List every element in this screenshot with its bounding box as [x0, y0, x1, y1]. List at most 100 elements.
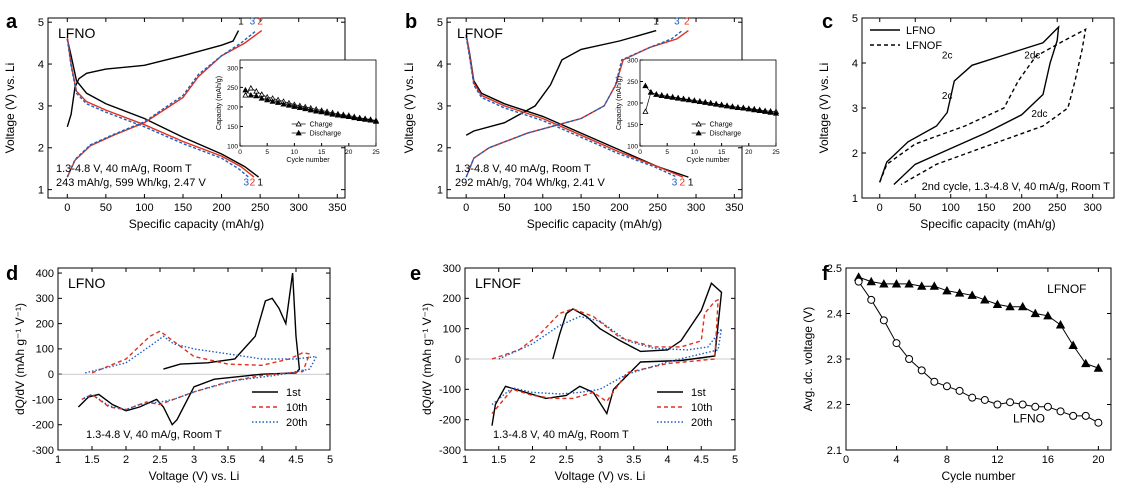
panel-a-letter: a [6, 11, 18, 33]
panel-b-inset-point-discharge [734, 104, 741, 111]
panel-a-inset-frame [239, 59, 377, 147]
panel-d-xtick-label: 1.5 [84, 454, 99, 466]
panel-a-inset-point-discharge [356, 115, 363, 121]
panel-d-ytick-label: -200 [32, 420, 54, 432]
panel-a-inset-point-discharge [280, 100, 287, 107]
panel-b-letter: b [405, 11, 417, 33]
panel-b-xtick-label: 100 [534, 202, 552, 214]
panel-a-inset-point-charge [247, 84, 254, 91]
panel-e-ytick-label: 100 [443, 324, 461, 336]
panel-f-ytick-label: 2.5 [827, 263, 842, 275]
panel-b-ytick-label: 2 [437, 143, 443, 155]
panel-d-series-10th [81, 330, 311, 411]
panel-b-xtick-label: 50 [498, 202, 510, 214]
panel-b-inset-xtick-label: 5 [665, 149, 669, 156]
panel-b-inset-legend-label: Discharge [710, 131, 742, 138]
panel-a-inset-point-discharge [313, 107, 320, 114]
panel-f-xtick-label: 8 [944, 454, 950, 466]
panel-a-inset-point-discharge [367, 116, 374, 123]
panel-d-x-axis-label: Voltage (V) vs. Li [149, 469, 240, 483]
panel-e-xtick-label: 2.5 [559, 454, 574, 466]
panel-f-point-lfno [1031, 402, 1040, 411]
panel-d-ytick-label: 0 [48, 369, 54, 381]
panel-f-point-lfnof [1068, 340, 1078, 349]
panel-f-xtick-label: 12 [991, 454, 1003, 466]
panel-a-series-3rd-discharge [66, 38, 250, 178]
panel-f-xtick-label: 20 [1092, 454, 1104, 466]
panel-a-y-axis-label: Voltage (V) vs. Li [3, 63, 17, 154]
panel-c-ytick-label: 1 [852, 193, 858, 205]
panel-d-series-1st [77, 273, 301, 426]
panel-a-inset-point-discharge [372, 118, 380, 124]
panel-b-inset-point-discharge [647, 89, 654, 95]
panel-a-ytick-label: 5 [38, 17, 44, 29]
panel-c-ytick-label: 5 [852, 13, 858, 25]
panel-d-letter: d [6, 263, 18, 285]
panel-c-xtick-label: 300 [1084, 202, 1102, 214]
panel-c-xtick-label: 50 [909, 202, 921, 214]
panel-b-inset-point-discharge [713, 101, 720, 107]
panel-c-xtick-label: 100 [942, 202, 960, 214]
panel-b-xtick-label: 250 [649, 202, 667, 214]
panel-f-point-lfnof [1043, 310, 1053, 320]
panel-f-point-lfno [1018, 400, 1027, 409]
panel-a-inset-xtick-label: 5 [265, 149, 269, 156]
panel-f-point-lfnof [891, 279, 902, 288]
panel-f-point-lfnof [866, 276, 876, 286]
panel-b-inset-point-discharge [762, 108, 769, 114]
panel-a-xtick-label: 0 [64, 202, 70, 214]
panel-f-point-lfnof [980, 295, 990, 304]
panel-b-inset-point-discharge [696, 98, 703, 105]
panel-e-xtick-label: 4 [664, 454, 670, 466]
panel-b-inset-ytick-label: 200 [627, 101, 638, 108]
panel-f-point-lfno [905, 355, 914, 363]
panel-e-ytick-label: -200 [439, 415, 461, 427]
panel-f-letter: f [822, 263, 829, 285]
panel-e: e 1 1.5 2 2.5 3 3.5 4 4.5 5 -300 -200 -100 0 100 200 300… [410, 263, 738, 483]
panel-b-inset-point-discharge [675, 95, 682, 101]
panel-a-inset-point-discharge [275, 99, 282, 105]
panel-a-series-2nd-discharge [66, 36, 255, 178]
panel-b-inset-point-discharge [685, 96, 693, 103]
panel-a-inset-ytick-label: 200 [227, 104, 238, 111]
panel-e-xtick-label: 5 [732, 454, 738, 466]
panel-f-point-lfno [980, 395, 989, 404]
panel-b-cycle-label: 1 [653, 16, 659, 27]
panel-f-point-lfnof [1081, 358, 1091, 368]
panel-a-inset-point-discharge [340, 112, 347, 119]
panel-a-inset-point-discharge [285, 102, 293, 108]
panel-f-point-lfno [867, 295, 876, 304]
panel-c-ytick-label: 4 [852, 58, 858, 70]
panel-f-point-lfno [854, 277, 863, 286]
panel-f-point-lfnof [1093, 363, 1104, 372]
panel-e-legend-label: 20th [691, 417, 712, 429]
panel-b-xtick-label: 200 [610, 202, 628, 214]
panel-b-inset-point-discharge [669, 94, 676, 100]
panel-b-inset-xtick-label: 25 [772, 149, 780, 156]
panel-c-curve-label: 2dc [1024, 51, 1040, 62]
panel-a-inset-x-axis-label: Cycle number [286, 157, 330, 164]
panel-e-ytick-label: 0 [455, 354, 461, 366]
panel-a-cycle-label: 3 [250, 16, 256, 27]
panel-d-ytick-label: 200 [36, 318, 54, 330]
panel-a-inset-point-discharge [258, 95, 265, 101]
panel-a-inset-xtick-label: 15 [318, 149, 326, 156]
panel-b-series-3rd-discharge [465, 36, 678, 178]
panel-b-inset-point-discharge [751, 106, 758, 113]
panel-e-xtick-label: 1.5 [491, 454, 506, 466]
panel-b-xtick-label: 350 [725, 202, 743, 214]
panel-b-inset-legend-marker [695, 129, 702, 136]
panel-e-title: LFNOF [475, 275, 521, 291]
panel-c-x-axis-label: Specific capacity (mAh/g) [920, 217, 1055, 231]
panel-d-xtick-label: 2.5 [152, 454, 167, 466]
panel-f-series-label: LFNO [1013, 412, 1045, 426]
panel-a-inset-point-discharge [302, 105, 309, 112]
panel-e-series-10th [491, 298, 719, 415]
panel-d-annotation: 1.3-4.8 V, 40 mA/g, Room T [86, 429, 222, 441]
panel-a-xtick-label: 250 [251, 202, 269, 214]
panel-f-series-label: LFNOF [1047, 282, 1086, 296]
panel-b-inset-point-discharge [702, 99, 709, 105]
panel-d-xtick-label: 4.5 [288, 454, 303, 466]
panel-a-xtick-label: 350 [328, 202, 346, 214]
panel-d-legend-label: 1st [286, 387, 301, 399]
